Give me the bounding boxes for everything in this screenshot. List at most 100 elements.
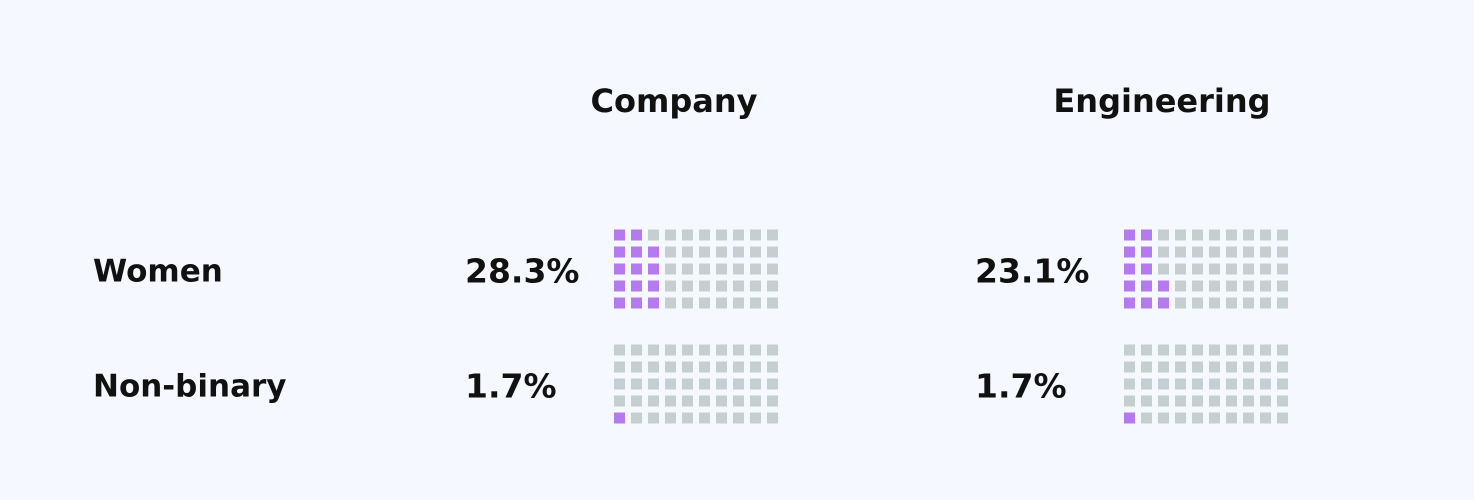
waffle-cell — [1209, 361, 1220, 373]
waffle — [614, 229, 778, 309]
waffle-cell — [648, 361, 659, 373]
waffle-cell — [716, 344, 727, 356]
waffle-cell — [1226, 297, 1237, 309]
value-label: 1.7% — [975, 367, 1067, 406]
waffle-cell — [1260, 263, 1271, 275]
waffle-cell — [699, 361, 710, 373]
waffle-cell-filled — [631, 297, 642, 309]
waffle-cell — [1141, 361, 1152, 373]
waffle-cell — [733, 378, 744, 390]
waffle-cell — [648, 378, 659, 390]
waffle-cell — [665, 297, 676, 309]
waffle-cell — [648, 412, 659, 424]
waffle-cell — [716, 412, 727, 424]
waffle-cell-filled — [648, 280, 659, 292]
waffle-cell — [1260, 344, 1271, 356]
waffle-cell — [1277, 280, 1288, 292]
waffle-cell — [750, 412, 761, 424]
waffle-cell — [1158, 229, 1169, 241]
waffle-cell-filled — [648, 297, 659, 309]
waffle-cell — [1175, 246, 1186, 258]
waffle-cell-filled — [614, 263, 625, 275]
waffle-cell — [1277, 395, 1288, 407]
waffle-cell — [1226, 229, 1237, 241]
waffle-cell-filled — [631, 280, 642, 292]
waffle-cell — [1209, 263, 1220, 275]
waffle-cell — [1209, 280, 1220, 292]
waffle-cell — [1192, 280, 1203, 292]
waffle-cell — [1209, 395, 1220, 407]
waffle-cell — [699, 263, 710, 275]
waffle-cell — [1192, 361, 1203, 373]
waffle-cell — [614, 344, 625, 356]
waffle-cell — [1243, 378, 1254, 390]
waffle-cell — [1209, 344, 1220, 356]
waffle-cell — [648, 344, 659, 356]
waffle-cell — [699, 280, 710, 292]
waffle-cell — [716, 229, 727, 241]
waffle-cell — [716, 361, 727, 373]
waffle-cell — [699, 246, 710, 258]
waffle-cell — [767, 246, 778, 258]
waffle-cell — [631, 395, 642, 407]
waffle-cell — [733, 246, 744, 258]
column-header: Engineering — [1053, 82, 1270, 120]
waffle-cell — [1158, 361, 1169, 373]
waffle-cell — [699, 229, 710, 241]
waffle-cell — [1192, 297, 1203, 309]
column-header: Company — [591, 82, 758, 120]
waffle-cell — [614, 395, 625, 407]
waffle-cell — [614, 361, 625, 373]
waffle-cell-filled — [1141, 246, 1152, 258]
waffle-cell — [750, 280, 761, 292]
waffle-cell — [1277, 361, 1288, 373]
waffle-cell — [767, 229, 778, 241]
waffle-cell — [733, 297, 744, 309]
waffle-cell-filled — [1124, 280, 1135, 292]
waffle-cell — [665, 378, 676, 390]
waffle-cell — [699, 297, 710, 309]
waffle-cell — [1277, 412, 1288, 424]
waffle-cell — [1175, 229, 1186, 241]
waffle-cell — [682, 280, 693, 292]
waffle-cell — [1209, 378, 1220, 390]
waffle-cell — [1124, 344, 1135, 356]
waffle-cell — [733, 280, 744, 292]
waffle-cell — [1260, 378, 1271, 390]
waffle-cell — [682, 263, 693, 275]
waffle-cell — [1192, 395, 1203, 407]
waffle-cell — [750, 395, 761, 407]
waffle-cell — [1141, 344, 1152, 356]
waffle-cell — [699, 378, 710, 390]
waffle-cell-filled — [631, 263, 642, 275]
waffle-cell — [1226, 344, 1237, 356]
waffle-cell — [767, 344, 778, 356]
waffle-cell — [682, 361, 693, 373]
waffle-cell — [750, 229, 761, 241]
waffle-cell — [1260, 412, 1271, 424]
waffle-cell — [614, 378, 625, 390]
waffle-cell — [1158, 344, 1169, 356]
waffle-cell-filled — [614, 297, 625, 309]
waffle-cell — [716, 246, 727, 258]
waffle-cell — [1175, 412, 1186, 424]
waffle-cell — [1141, 378, 1152, 390]
waffle-cell — [1175, 361, 1186, 373]
waffle-cell — [631, 344, 642, 356]
waffle-cell — [1277, 263, 1288, 275]
waffle-cell-filled — [631, 246, 642, 258]
waffle-cell — [733, 344, 744, 356]
waffle-cell — [1209, 297, 1220, 309]
waffle-cell-filled — [614, 246, 625, 258]
waffle — [1124, 229, 1288, 309]
waffle-cell-filled — [1124, 246, 1135, 258]
row-label: Women — [93, 254, 223, 290]
waffle-cell-filled — [648, 246, 659, 258]
waffle — [614, 344, 778, 424]
waffle-cell — [1175, 297, 1186, 309]
waffle-cell — [1226, 378, 1237, 390]
waffle-cell — [767, 280, 778, 292]
waffle-cell — [1192, 412, 1203, 424]
waffle-cell — [1141, 395, 1152, 407]
waffle-cell — [1277, 297, 1288, 309]
